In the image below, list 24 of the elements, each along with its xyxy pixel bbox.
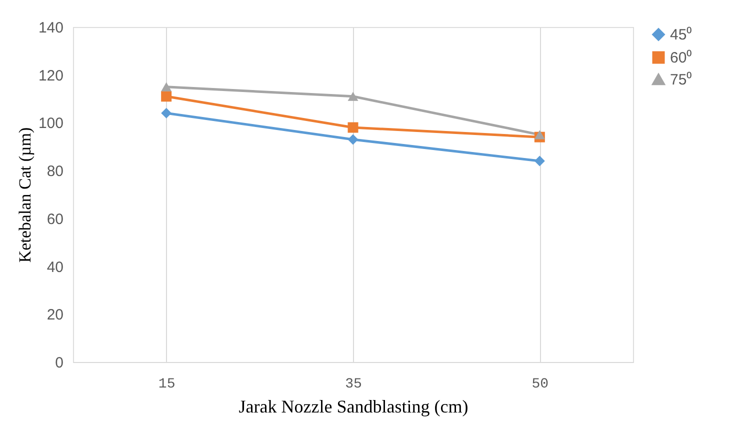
x-tick-label: 35 (345, 376, 362, 392)
point (161, 82, 172, 92)
y-tick-label: 40 (46, 258, 64, 276)
legend-label: 75⁰ (670, 72, 692, 88)
y-tick-label: 100 (38, 115, 64, 132)
x-tick-label: 15 (158, 376, 176, 392)
point (161, 108, 172, 118)
point (534, 156, 545, 166)
y-tick-label: 80 (46, 163, 64, 180)
legend-label: 45⁰ (670, 26, 692, 44)
point (348, 122, 358, 133)
point (534, 130, 545, 140)
y-tick-label: 140 (38, 20, 64, 36)
x-tick-label: 50 (532, 376, 549, 392)
y-tick-label: 120 (38, 67, 64, 84)
y-tick-label: 0 (55, 354, 64, 372)
legend-label: 60⁰ (670, 50, 692, 66)
point (161, 91, 172, 102)
y-axis-title: Ketebalan Cat (µm) (15, 127, 34, 263)
point (348, 92, 358, 101)
x-axis-title: Jarak Nozzle Sandblasting (cm) (238, 396, 468, 416)
y-tick-label: 60 (46, 210, 64, 228)
point (348, 134, 358, 145)
y-tick-label: 20 (46, 306, 64, 324)
